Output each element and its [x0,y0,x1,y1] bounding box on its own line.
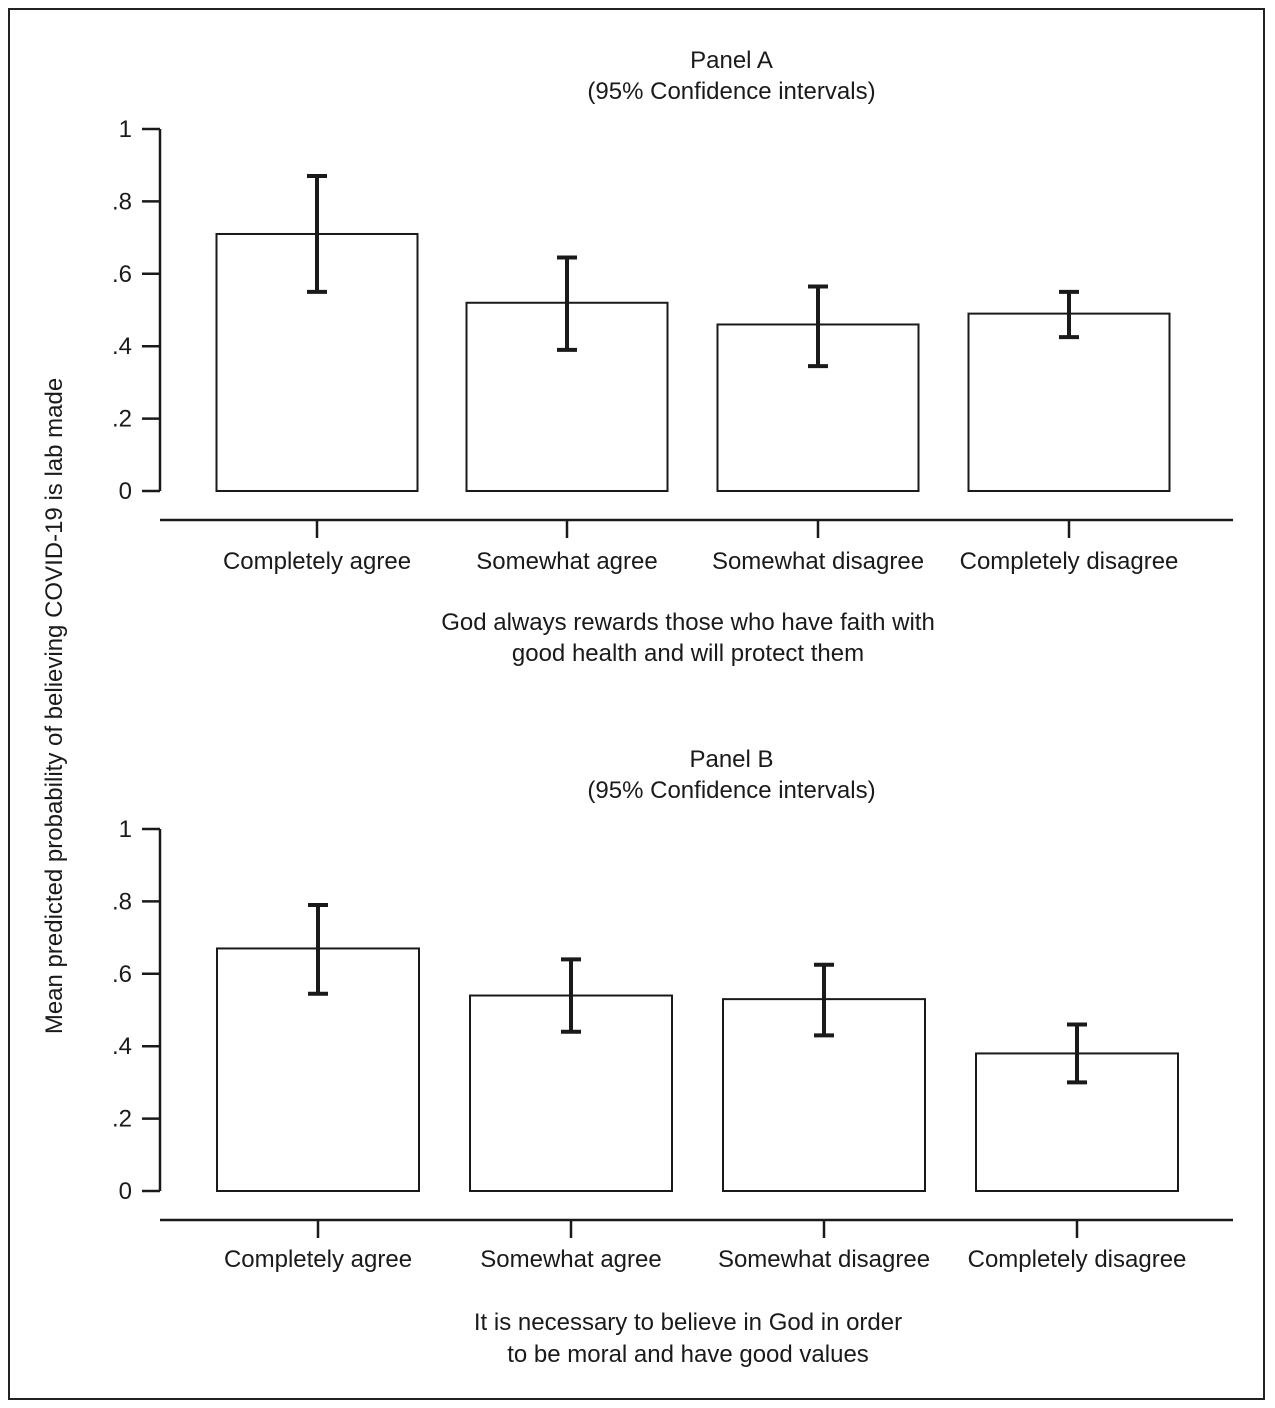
x-category-label: Completely agree [224,1246,412,1273]
y-axis-label: Mean predicted probability of believing … [41,378,68,1034]
bar [967,312,1171,492]
y-tick-label: .6 [112,961,132,988]
chart-subtitle: (95% Confidence intervals) [587,777,875,804]
x-category-label: Completely agree [223,548,411,575]
chart-subtitle: (95% Confidence intervals) [587,78,875,105]
y-tick-label: .8 [112,188,132,215]
x-category-label: Somewhat disagree [718,1246,930,1273]
x-axis-label: God always rewards those who have faith … [441,609,935,636]
y-tick-label: 0 [119,1178,132,1205]
y-tick-label: .2 [112,1106,132,1133]
x-axis-label: It is necessary to believe in God in ord… [474,1309,902,1336]
y-tick-label: .2 [112,406,132,433]
y-tick-label: .8 [112,888,132,915]
y-tick-label: 1 [119,116,132,143]
panel-b: Panel B (95% Confidence intervals) 0 .2 .4 .6… [112,746,1233,1368]
y-tick-label: .4 [112,333,132,360]
chart-title: Panel A [690,47,773,74]
y-tick-label: .6 [112,261,132,288]
x-category-label: Somewhat agree [476,548,657,575]
y-tick-label: 1 [119,816,132,843]
panel-a: Panel A (95% Confidence intervals) 0 .2 .4 .6… [112,47,1233,667]
x-category-label: Completely disagree [968,1246,1187,1273]
x-category-label: Completely disagree [960,548,1179,575]
chart-title: Panel B [689,746,773,773]
y-tick-label: .4 [112,1033,132,1060]
x-axis-label: to be moral and have good values [507,1341,869,1368]
x-axis-label: good health and will protect them [512,640,864,667]
x-category-label: Somewhat disagree [712,548,924,575]
y-tick-label: 0 [119,478,132,505]
x-category-label: Somewhat agree [480,1246,661,1273]
